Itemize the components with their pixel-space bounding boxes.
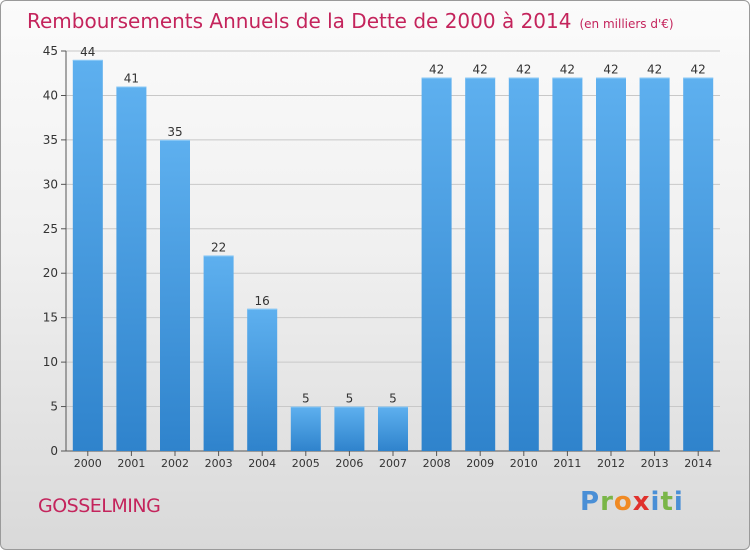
x-tick-label: 2012	[597, 457, 625, 470]
bar	[683, 77, 714, 452]
bar-value-label: 5	[389, 392, 397, 406]
x-tick-label: 2007	[379, 457, 407, 470]
x-tick-label: 2005	[292, 457, 320, 470]
bar-value-label: 5	[302, 392, 310, 406]
logo-letter: P	[580, 487, 601, 517]
y-tick-label: 40	[43, 88, 58, 102]
bar	[290, 406, 321, 451]
bar	[596, 77, 626, 452]
y-tick-label: 10	[43, 355, 58, 369]
y-tick-label: 20	[43, 266, 58, 280]
logo-letter: r	[600, 487, 614, 517]
x-tick-label: 2008	[423, 457, 451, 470]
x-tick-label: 2000	[74, 457, 102, 470]
place-name: GOSSELMING	[38, 495, 161, 517]
bar	[465, 77, 496, 452]
x-tick-label: 2011	[553, 457, 581, 470]
x-tick-labels: 2000 2001 2002 2003 2004 2005 2006 2007 2008 2009…	[74, 457, 712, 470]
x-tick-label: 2006	[335, 457, 363, 470]
bar-value-label: 42	[560, 63, 575, 77]
logo-letter: i	[650, 487, 661, 517]
x-tick-label: 2002	[161, 457, 189, 470]
y-tick-label: 25	[43, 222, 58, 236]
x-tick-label: 2009	[466, 457, 494, 470]
bar	[247, 308, 278, 451]
bar-value-label: 42	[647, 63, 662, 77]
bars	[72, 59, 714, 452]
bar	[203, 255, 234, 451]
data-labels: 44 41 35 22 16 5 5 5 42 42 42 42 42 42 42	[80, 45, 706, 406]
x-tick-label: 2003	[205, 457, 233, 470]
logo-letter: i	[673, 487, 684, 517]
bar-value-label: 41	[124, 72, 139, 86]
bar	[160, 139, 190, 451]
bar	[421, 77, 452, 452]
bar-value-label: 44	[80, 45, 95, 59]
y-tick-label: 0	[50, 444, 58, 458]
bar-value-label: 5	[346, 392, 354, 406]
logo-letter: o	[613, 487, 633, 517]
x-tick-label: 2014	[684, 457, 712, 470]
chart-title-text: Remboursements Annuels de la Dette de 20…	[27, 9, 572, 33]
bar-value-label: 22	[211, 240, 226, 254]
bar	[639, 77, 670, 452]
bar-value-label: 35	[167, 125, 182, 139]
y-tick-label: 35	[43, 133, 58, 147]
proxiti-logo: Proxiti	[580, 487, 684, 517]
bar-value-label: 42	[429, 63, 444, 77]
y-tick-labels: 0 5 10 15 20 25 30 35 40 45	[43, 44, 58, 458]
y-tick-label: 45	[43, 44, 58, 58]
bar	[508, 77, 539, 452]
chart-unit-note: (en milliers d'€)	[579, 17, 674, 31]
y-tick-label: 30	[43, 177, 58, 191]
chart-title: Remboursements Annuels de la Dette de 20…	[27, 9, 674, 33]
bar	[72, 59, 103, 452]
bar-value-label: 16	[255, 294, 270, 308]
bar-value-label: 42	[516, 63, 531, 77]
logo-letter: t	[660, 487, 674, 517]
bar	[116, 86, 147, 452]
y-tick-label: 15	[43, 311, 58, 325]
logo-letter: x	[632, 487, 651, 517]
x-tick-label: 2001	[117, 457, 145, 470]
x-tick-label: 2004	[248, 457, 276, 470]
bar	[378, 406, 408, 451]
bar-value-label: 42	[691, 63, 706, 77]
bar	[552, 77, 583, 452]
bar-value-label: 42	[603, 63, 618, 77]
bar-value-label: 42	[473, 63, 488, 77]
y-tick-label: 5	[50, 400, 58, 414]
x-tick-label: 2010	[510, 457, 538, 470]
x-tick-label: 2013	[641, 457, 669, 470]
bar	[334, 406, 365, 451]
